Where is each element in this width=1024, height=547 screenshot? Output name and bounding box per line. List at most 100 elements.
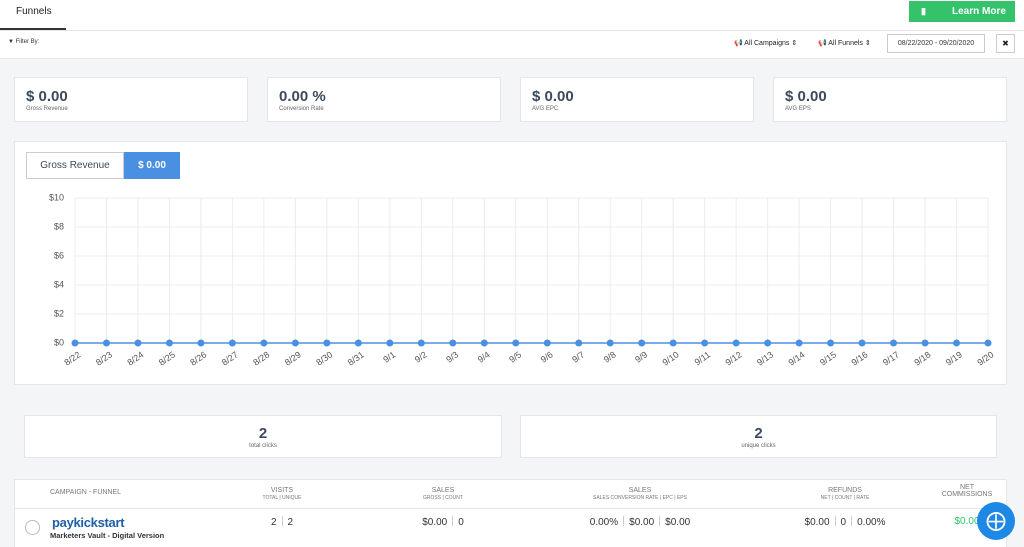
header-title: REFUNDS <box>828 487 862 494</box>
y-tick-label: $8 <box>54 221 64 231</box>
table-card <box>14 479 1007 547</box>
header-sub: TOTAL | UNIQUE <box>262 495 302 501</box>
x-tick-label: 8/24 <box>125 349 145 367</box>
x-tick-label: 8/29 <box>283 349 303 367</box>
click-label: unique clicks <box>741 443 776 449</box>
x-tick-label: 8/22 <box>62 349 82 367</box>
x-tick-label: 9/10 <box>661 349 681 367</box>
select-text: All Funnels <box>828 40 863 47</box>
cell: $0.00 0 0.00% <box>765 516 925 528</box>
stat-value: $ 0.00 <box>26 88 68 105</box>
column-header: NET COMMISSIONS <box>937 484 997 498</box>
campaign-select[interactable]: 📢 All Campaigns ⇕ <box>734 40 798 47</box>
stat-label: AVG EPC <box>532 106 559 112</box>
cell-value: 0.00% <box>857 517 886 528</box>
tab-underline <box>0 28 66 30</box>
point <box>764 339 772 347</box>
cell-value: $0.00 <box>665 517 691 528</box>
metric-total[interactable]: $ 0.00 <box>124 152 180 179</box>
funnel-name: Marketers Vault - Digital Version <box>50 531 165 540</box>
separator <box>834 516 836 526</box>
cell-value: 2 <box>270 517 277 528</box>
column-header: SALES SALES CONVERSION RATE | EPC | EPS <box>560 487 720 501</box>
x-tick-label: 9/16 <box>849 349 869 367</box>
column-header: CAMPAIGN - FUNNEL <box>50 489 121 496</box>
click-value: 2 <box>754 425 763 442</box>
point <box>858 339 866 347</box>
cell-value: 2 <box>287 517 294 528</box>
column-header: REFUNDS NET | COUNT | RATE <box>765 487 925 501</box>
header-sub: SALES CONVERSION RATE | EPC | EPS <box>593 495 687 501</box>
y-tick-label: $6 <box>54 250 64 260</box>
stat-value: $ 0.00 <box>785 88 827 105</box>
cell-value: 0 <box>458 517 464 528</box>
cell: 0.00% $0.00 $0.00 <box>560 516 720 528</box>
funnel-select[interactable]: 📢 All Funnels ⇕ <box>818 40 871 47</box>
metric-button[interactable]: Gross Revenue <box>26 152 124 179</box>
header-title: NET COMMISSIONS <box>941 484 993 498</box>
point <box>543 339 551 347</box>
point <box>953 339 961 347</box>
header-sub: NET | COUNT | RATE <box>820 495 870 501</box>
date-range[interactable]: 08/22/2020 - 09/20/2020 <box>887 34 985 53</box>
point <box>921 339 929 347</box>
help-button[interactable]: ⨁ <box>977 502 1015 540</box>
point <box>984 339 992 347</box>
separator <box>623 516 625 526</box>
separator <box>659 516 661 526</box>
x-tick-label: 8/28 <box>251 349 271 367</box>
point <box>669 339 677 347</box>
x-tick-label: 8/30 <box>314 349 334 367</box>
point <box>512 339 520 347</box>
x-tick-label: 9/8 <box>602 349 618 364</box>
x-tick-label: 9/5 <box>507 349 523 364</box>
learn-more-button[interactable]: ▮ Learn More <box>909 1 1015 22</box>
x-tick-label: 9/7 <box>570 349 586 364</box>
stat-value: 0.00 % <box>279 88 326 105</box>
click-card: 2 unique clicks <box>520 415 997 458</box>
point <box>197 339 205 347</box>
x-tick-label: 8/26 <box>188 349 208 367</box>
point <box>480 339 488 347</box>
close-button[interactable]: ✖ <box>996 34 1015 53</box>
separator <box>281 516 283 526</box>
point <box>134 339 142 347</box>
x-tick-label: 9/2 <box>413 349 429 364</box>
x-tick-label: 8/23 <box>94 349 114 367</box>
cell-value: $0.00 <box>804 517 830 528</box>
button-label: Learn More <box>952 6 1006 17</box>
point <box>575 339 583 347</box>
point <box>890 339 898 347</box>
x-tick-label: 9/3 <box>444 349 460 364</box>
filter-bar <box>0 31 1024 59</box>
click-card: 2 total clicks <box>24 415 502 458</box>
top-bar <box>0 0 1024 31</box>
point <box>102 339 110 347</box>
header-title: SALES <box>431 487 455 494</box>
y-tick-label: $4 <box>54 279 64 289</box>
x-tick-label: 9/18 <box>912 349 932 367</box>
header-title: VISITS <box>270 487 294 494</box>
x-tick-label: 9/13 <box>755 349 775 367</box>
chart-card <box>14 141 1007 385</box>
y-tick-label: $2 <box>54 308 64 318</box>
x-tick-label: 9/11 <box>693 349 713 367</box>
point <box>638 339 646 347</box>
y-tick-label: $0 <box>54 337 64 347</box>
point <box>827 339 835 347</box>
stat-label: AVG EPS <box>785 106 811 112</box>
stat-label: Conversion Rate <box>279 106 324 112</box>
x-tick-label: 9/19 <box>944 349 964 367</box>
filter-label: ▼ Filter By: <box>8 39 40 45</box>
x-tick-label: 9/4 <box>476 349 492 364</box>
column-header: SALES GROSS | COUNT <box>363 487 523 501</box>
row-radio[interactable] <box>25 520 40 535</box>
tab[interactable]: Funnels <box>16 6 52 17</box>
stat-card: $ 0.00 AVG EPS <box>773 77 1007 122</box>
point <box>701 339 709 347</box>
point <box>165 339 173 347</box>
x-tick-label: 9/14 <box>787 349 807 367</box>
stat-card: $ 0.00 AVG EPC <box>520 77 754 122</box>
